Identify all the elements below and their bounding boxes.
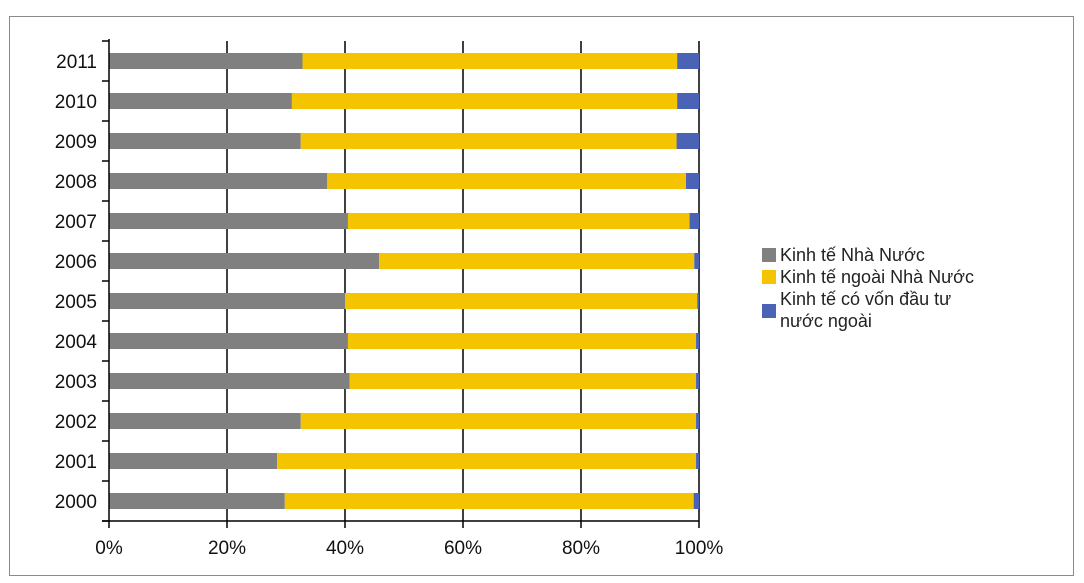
bar-segment: [109, 493, 285, 509]
x-tick-label: 40%: [326, 538, 364, 559]
bar-segment: [696, 453, 699, 469]
x-tick-label: 20%: [208, 538, 246, 559]
y-tick-label: 2010: [55, 92, 97, 113]
bar-segment: [109, 373, 350, 389]
bar-segment: [291, 93, 678, 109]
legend-label: Kinh tế ngoài Nhà Nước: [780, 267, 974, 287]
bar-segment: [302, 53, 678, 69]
y-tick-label: 2006: [55, 252, 97, 273]
bar-segment: [327, 173, 687, 189]
bar-segment: [689, 213, 699, 229]
y-tick-label: 2009: [55, 132, 97, 153]
y-tick-label: 2002: [55, 412, 97, 433]
y-tick-label: 2005: [55, 292, 97, 313]
bar-segment: [284, 493, 694, 509]
bar-segment: [693, 493, 699, 509]
bar-segment: [109, 453, 278, 469]
x-tick-label: 0%: [95, 538, 123, 559]
x-tick-label: 100%: [675, 538, 724, 559]
legend-swatch: [762, 248, 776, 262]
bar-segment: [676, 133, 699, 149]
bar-segment: [109, 173, 328, 189]
bar-segment: [696, 373, 699, 389]
bar-segment: [347, 333, 697, 349]
bar-segment: [109, 93, 292, 109]
y-tick-label: 2004: [55, 332, 98, 353]
bar-segment: [109, 53, 303, 69]
bar-segment: [109, 253, 380, 269]
legend-label: Kinh tế có vốn đầu tư nước ngoài: [780, 289, 952, 331]
bar-segment: [677, 93, 699, 109]
bar-segment: [349, 373, 697, 389]
x-tick-label: 80%: [562, 538, 600, 559]
legend-label: Kinh tế Nhà Nước: [780, 245, 925, 265]
bar-segment: [345, 293, 698, 309]
legend-item: Kinh tế ngoài Nhà Nước: [762, 266, 1062, 288]
bar-segment: [109, 333, 348, 349]
bar-segment: [300, 413, 697, 429]
bar-segment: [109, 413, 301, 429]
y-tick-label: 2003: [55, 372, 97, 393]
bar-segment: [109, 213, 348, 229]
y-tick-label: 2000: [55, 492, 97, 513]
bar-segment: [109, 133, 301, 149]
legend: Kinh tế Nhà Nước Kinh tế ngoài Nhà Nước Ki…: [762, 244, 1062, 332]
y-tick-label: 2011: [56, 52, 97, 73]
legend-swatch: [762, 304, 776, 318]
bar-segment: [347, 213, 690, 229]
bar-segment: [696, 333, 699, 349]
bar-segment: [696, 413, 699, 429]
bar-segment: [686, 173, 699, 189]
y-tick-label: 2008: [55, 172, 97, 193]
legend-swatch: [762, 270, 776, 284]
bar-segment: [697, 293, 699, 309]
bar-segment: [677, 53, 699, 69]
bar-segment: [109, 293, 345, 309]
bar-segment: [277, 453, 697, 469]
legend-item: Kinh tế Nhà Nước: [762, 244, 1062, 266]
bar-segment: [694, 253, 699, 269]
chart-frame: [9, 16, 1074, 576]
legend-item: Kinh tế có vốn đầu tư nước ngoài: [762, 288, 1062, 332]
bar-segment: [300, 133, 677, 149]
y-tick-label: 2007: [55, 212, 97, 233]
x-tick-label: 60%: [444, 538, 482, 559]
y-tick-label: 2001: [55, 452, 97, 473]
bar-segment: [379, 253, 695, 269]
